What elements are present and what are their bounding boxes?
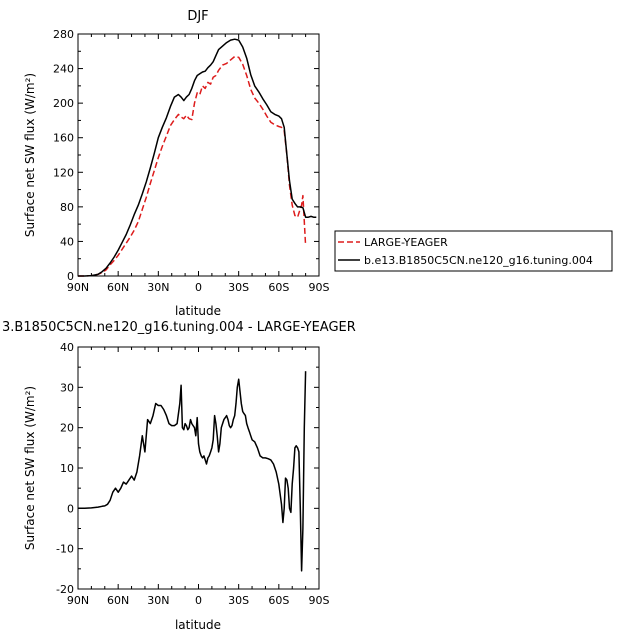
chart0-y-tick-label: 80 xyxy=(60,201,74,214)
chart1-x-tick-label: 60S xyxy=(268,594,289,607)
top-chart-x-axis-label: latitude xyxy=(175,304,221,318)
bottom-chart-series-layer xyxy=(78,371,307,572)
chart1-x-tick-label: 90N xyxy=(67,594,89,607)
legend-box xyxy=(334,230,613,272)
chart1-y-tick-label: 10 xyxy=(60,462,74,475)
chart0-series-line-0 xyxy=(78,55,307,277)
chart0-y-tick-label: 240 xyxy=(53,63,74,76)
legend: LARGE-YEAGER b.e13.B1850C5CN.ne120_g16.t… xyxy=(334,230,613,272)
bottom-chart-ticks: 90N 60N 30N 0 30S 60S 90S -20 -10 0 10 20 30 40 xyxy=(56,341,329,607)
bottom-chart: 3.B1850C5CN.ne120_g16.tuning.004 - LARGE… xyxy=(2,320,356,632)
chart1-y-tick-label: -10 xyxy=(56,543,74,556)
chart0-y-tick-label: 280 xyxy=(53,28,74,41)
chart1-y-tick-label: 40 xyxy=(60,341,74,354)
chart0-x-tick-label: 30S xyxy=(228,281,249,294)
chart0-x-tick-label: 90N xyxy=(67,281,89,294)
chart0-series-line-1 xyxy=(78,38,317,277)
top-chart-ticks: 90N 60N 30N 0 30S 60S 90S 0 40 80 120 160 200 240 280 xyxy=(53,28,330,294)
chart1-y-tick-label: 30 xyxy=(60,381,74,394)
chart1-series-line-0 xyxy=(78,371,307,572)
chart1-x-tick-label: 0 xyxy=(195,594,202,607)
chart0-x-tick-label: 0 xyxy=(195,281,202,294)
chart0-y-tick-label: 120 xyxy=(53,166,74,179)
chart0-y-tick-label: 160 xyxy=(53,132,74,145)
chart0-y-tick-label: 0 xyxy=(67,270,74,283)
chart1-y-tick-label: 20 xyxy=(60,422,74,435)
chart1-x-tick-label: 60N xyxy=(107,594,129,607)
bottom-chart-y-axis-label: Surface net SW flux (W/m²) xyxy=(23,386,37,550)
chart0-y-tick-label: 40 xyxy=(60,235,74,248)
top-chart-frame xyxy=(77,33,320,277)
top-chart-series-layer xyxy=(78,38,317,277)
chart1-x-tick-label: 90S xyxy=(309,594,330,607)
bottom-chart-title: 3.B1850C5CN.ne120_g16.tuning.004 - LARGE… xyxy=(2,320,356,335)
legend-label-b-e13: b.e13.B1850C5CN.ne120_g16.tuning.004 xyxy=(364,254,593,267)
bottom-chart-x-axis-label: latitude xyxy=(175,618,221,632)
top-chart-title: DJF xyxy=(187,9,208,24)
chart0-x-tick-label: 60S xyxy=(268,281,289,294)
chart1-y-tick-label: 0 xyxy=(67,502,74,515)
chart1-x-tick-label: 30S xyxy=(228,594,249,607)
chart0-y-tick-label: 200 xyxy=(53,97,74,110)
chart0-x-tick-label: 90S xyxy=(309,281,330,294)
legend-label-large-yeager: LARGE-YEAGER xyxy=(364,236,448,249)
top-chart-y-axis-label: Surface net SW flux (W/m²) xyxy=(23,73,37,237)
top-chart: DJF 90N 60N 30N 0 30S 60S 90S 0 40 80 120 160 200 240… xyxy=(23,9,330,318)
bottom-chart-frame xyxy=(77,346,320,590)
chart1-x-tick-label: 30N xyxy=(147,594,169,607)
chart1-y-tick-label: -20 xyxy=(56,583,74,596)
chart0-x-tick-label: 30N xyxy=(147,281,169,294)
chart0-x-tick-label: 60N xyxy=(107,281,129,294)
